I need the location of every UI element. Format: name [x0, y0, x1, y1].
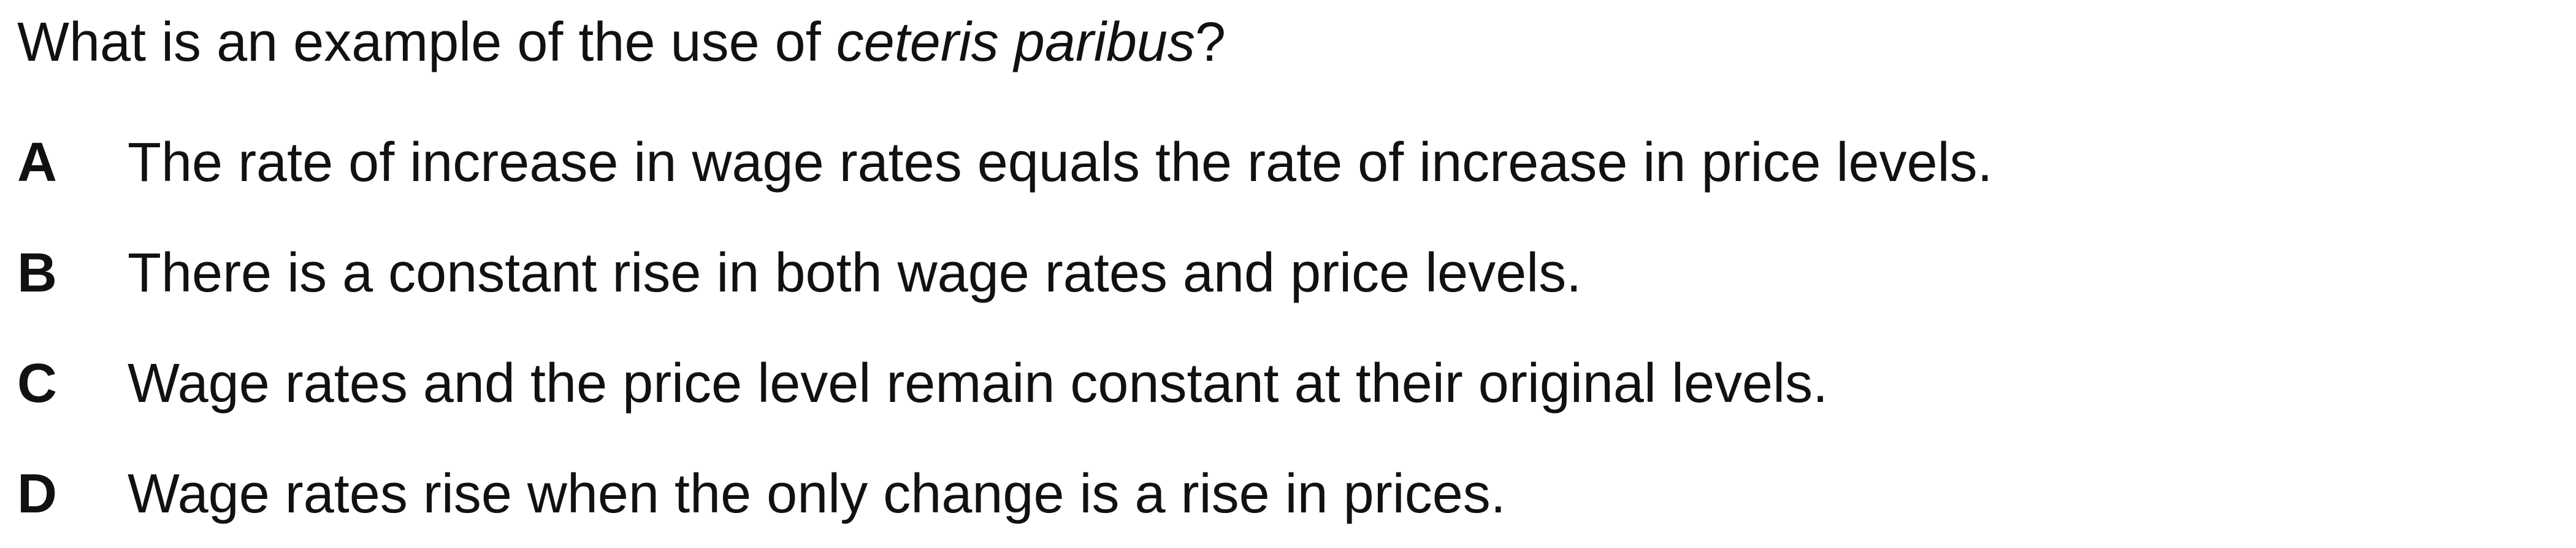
answer-option-b[interactable]: B There is a constant rise in both wage … [17, 239, 2556, 307]
answer-option-c[interactable]: C Wage rates and the price level remain … [17, 350, 2556, 417]
option-text: The rate of increase in wage rates equal… [128, 132, 1993, 193]
option-text: There is a constant rise in both wage ra… [128, 242, 1582, 304]
question-emphasis-term: ceteris paribus [836, 12, 1195, 73]
option-text: Wage rates and the price level remain co… [128, 353, 1829, 414]
option-letter: B [17, 242, 57, 304]
answer-option-a[interactable]: A The rate of increase in wage rates equ… [17, 129, 2556, 196]
option-letter: C [17, 353, 57, 414]
answer-option-d[interactable]: D Wage rates rise when the only change i… [17, 460, 2556, 528]
option-text: Wage rates rise when the only change is … [128, 463, 1506, 525]
question-stem: What is an example of the use of ceteris… [17, 9, 1226, 76]
question-text-suffix: ? [1194, 12, 1226, 73]
option-letter: D [17, 463, 57, 525]
question-text-prefix: What is an example of the use of [17, 12, 836, 73]
option-letter: A [17, 132, 57, 193]
